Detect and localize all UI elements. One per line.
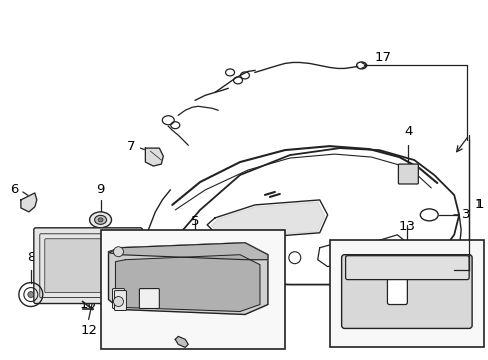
Circle shape [113, 297, 123, 306]
Text: 11: 11 [173, 295, 190, 308]
FancyBboxPatch shape [139, 289, 159, 309]
FancyBboxPatch shape [45, 239, 131, 293]
Polygon shape [108, 243, 267, 260]
Text: 3: 3 [461, 208, 469, 221]
FancyBboxPatch shape [398, 164, 417, 184]
Text: 8: 8 [26, 251, 35, 264]
Text: 1: 1 [474, 198, 483, 211]
Text: 9: 9 [96, 183, 104, 196]
Text: 10: 10 [80, 298, 96, 311]
Text: 16: 16 [347, 323, 364, 336]
Polygon shape [145, 148, 163, 166]
Polygon shape [115, 255, 260, 311]
Polygon shape [108, 243, 267, 315]
Text: 14: 14 [427, 278, 443, 291]
FancyBboxPatch shape [101, 230, 285, 349]
Ellipse shape [94, 215, 106, 224]
FancyBboxPatch shape [114, 291, 126, 310]
Text: 15: 15 [427, 257, 444, 270]
Text: 7: 7 [127, 140, 135, 153]
FancyBboxPatch shape [345, 256, 468, 280]
Polygon shape [21, 193, 37, 212]
FancyBboxPatch shape [341, 255, 471, 328]
Text: 1: 1 [474, 198, 482, 211]
Polygon shape [211, 202, 324, 236]
Circle shape [28, 292, 34, 298]
FancyBboxPatch shape [34, 228, 142, 303]
Text: 4: 4 [404, 125, 412, 138]
Polygon shape [175, 336, 188, 347]
Text: 5: 5 [190, 215, 199, 228]
Text: 6: 6 [10, 184, 19, 197]
Ellipse shape [89, 212, 111, 228]
Text: 2: 2 [473, 251, 482, 264]
Text: 13: 13 [398, 220, 415, 233]
Text: 12: 12 [80, 324, 97, 337]
FancyBboxPatch shape [329, 240, 483, 347]
Text: 17: 17 [374, 51, 391, 64]
FancyBboxPatch shape [112, 289, 124, 309]
Circle shape [113, 247, 123, 257]
Ellipse shape [98, 218, 103, 222]
FancyBboxPatch shape [386, 273, 407, 305]
